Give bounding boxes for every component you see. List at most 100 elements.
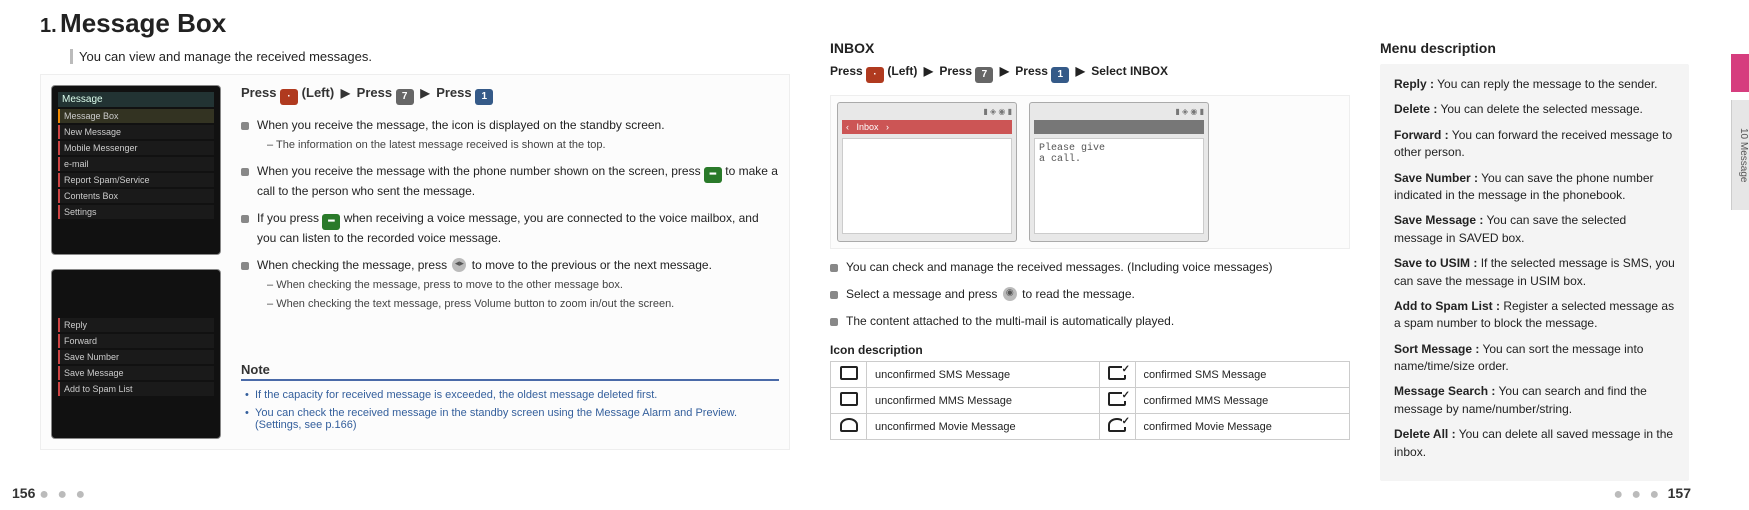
phone-screenshot-inbox-list: ▮ ◈ ◉ ▮ ‹ Inbox › [837,102,1017,242]
section-header: 1. Message Box [40,8,790,39]
side-accent [1731,54,1749,92]
menu-item: Delete : You can delete the selected mes… [1394,101,1675,118]
bullet-text: The content attached to the multi-mail i… [846,314,1174,328]
mms-conf-icon [1108,392,1126,406]
movie-unconf-icon [840,418,858,432]
soft-key-icon: · [280,89,298,105]
menu-title: Menu description [1380,40,1689,56]
key-7-icon: 7 [975,67,993,83]
menu-label: Message Search : [1394,384,1495,398]
inbox-bullets: You can check and manage the received me… [830,259,1350,329]
phone-row: Save Number [58,350,214,364]
press-word: Press [241,85,276,100]
section-title: Message Box [60,8,226,38]
phone-row: Message Box [58,109,214,123]
icon-label: confirmed SMS Message [1135,362,1349,388]
arrow-icon: ▶ [420,86,429,100]
bullet-text: Select a message and press [846,287,1001,301]
menu-item: Forward : You can forward the received m… [1394,127,1675,162]
menu-label: Forward : [1394,128,1449,142]
arrow-icon: ▶ [924,64,933,78]
phone-screenshot-options: Reply Forward Save Number Save Message A… [51,269,221,439]
icon-label: confirmed Movie Message [1135,414,1349,440]
icon-label: unconfirmed Movie Message [867,414,1100,440]
icon-label: unconfirmed SMS Message [867,362,1100,388]
phone-row: Forward [58,334,214,348]
key-1-icon: 1 [475,89,493,105]
menu-text: You can reply the message to the sender. [1434,77,1658,91]
phone-screenshots: Message Message Box New Message Mobile M… [51,85,221,439]
arrow-icon: ▶ [341,86,350,100]
press-word: Press [357,85,392,100]
phone-row: Add to Spam List [58,382,214,396]
mms-unconf-icon [840,392,858,406]
phone-screenshot-menu: Message Message Box New Message Mobile M… [51,85,221,255]
menu-label: Delete : [1394,102,1437,116]
list-item: When checking the message, press ◂▸ to m… [241,257,779,313]
bullet-text: to move to the previous or the next mess… [472,258,712,272]
bullet-text: When checking the message, press [257,258,450,272]
icon-table: unconfirmed SMS Message confirmed SMS Me… [830,361,1350,440]
bullet-sub: When checking the message, press to move… [257,278,779,293]
table-row: unconfirmed SMS Message confirmed SMS Me… [831,362,1350,388]
phone-row: Settings [58,205,214,219]
movie-conf-icon [1108,418,1126,432]
call-key-icon: ━ [704,167,722,183]
phone-row: Contents Box [58,189,214,203]
list-item: Select a message and press ◉ to read the… [830,286,1350,303]
note-item: If the capacity for received message is … [245,389,779,401]
table-row: unconfirmed MMS Message confirmed MMS Me… [831,388,1350,414]
right-page: INBOX Press · (Left) ▶ Press 7 ▶ Press 1… [820,0,1749,510]
menu-item: Delete All : You can delete all saved me… [1394,426,1675,461]
page-number-right: ● ● ● 157 [1613,485,1691,504]
bullet-sub: The information on the latest message re… [257,138,779,153]
phone-screenshot-message-view: ▮ ◈ ◉ ▮ Please give a call. [1029,102,1209,242]
bullet-text: If you press [257,211,322,225]
phone-row: Report Spam/Service [58,173,214,187]
page-dots: ● ● ● [39,486,87,503]
menu-item: Save to USIM : If the selected message i… [1394,255,1675,290]
menu-item: Reply : You can reply the message to the… [1394,76,1675,93]
icon-desc-title: Icon description [830,343,1350,357]
list-item: When you receive the message, the icon i… [241,117,779,153]
menu-label: Sort Message : [1394,342,1479,356]
menu-text: You can delete the selected message. [1437,102,1642,116]
call-key-icon: ━ [322,214,340,230]
arrow-icon: ▶ [1076,64,1085,78]
inbox-column: INBOX Press · (Left) ▶ Press 7 ▶ Press 1… [830,40,1350,510]
table-row: unconfirmed Movie Message confirmed Movi… [831,414,1350,440]
inbox-area [842,138,1012,234]
list-item: When you receive the message with the ph… [241,163,779,200]
ok-key-icon: ◉ [1003,287,1017,301]
page-number-left: 156 ● ● ● [12,485,87,504]
phone-row: e-mail [58,157,214,171]
icon-label: unconfirmed MMS Message [867,388,1100,414]
page-number: 156 [12,485,35,501]
icon-label: confirmed MMS Message [1135,388,1349,414]
phone-row: Save Message [58,366,214,380]
menu-item: Save Message : You can save the selected… [1394,212,1675,247]
press-sequence: Press · (Left) ▶ Press 7 ▶ Press 1 [241,85,779,105]
menu-item: Add to Spam List : Register a selected m… [1394,298,1675,333]
left-page: 1. Message Box You can view and manage t… [0,0,820,510]
inbox-bar: ‹ Inbox › [842,120,1012,134]
inbox-press-sequence: Press · (Left) ▶ Press 7 ▶ Press 1 ▶ Sel… [830,64,1350,83]
press-dir: (Left) [302,85,335,100]
menu-box: Reply : You can reply the message to the… [1380,64,1689,481]
note-title: Note [241,362,779,381]
page-number: 157 [1668,485,1691,501]
list-item: The content attached to the multi-mail i… [830,313,1350,330]
phone-row: Mobile Messenger [58,141,214,155]
press-word: Press [1015,64,1048,78]
sms-conf-icon [1108,366,1126,380]
soft-key-icon: · [866,67,884,83]
note-item: You can check the received message in th… [245,407,779,431]
press-select: INBOX [1130,64,1168,78]
nav-key-icon: ◂▸ [452,258,466,272]
press-word: Press [939,64,972,78]
menu-label: Save to USIM : [1394,256,1477,270]
msg-area: Please give a call. [1034,138,1204,234]
press-word: Press [436,85,471,100]
bullet-text: to read the message. [1022,287,1135,301]
menu-label: Reply : [1394,77,1434,91]
